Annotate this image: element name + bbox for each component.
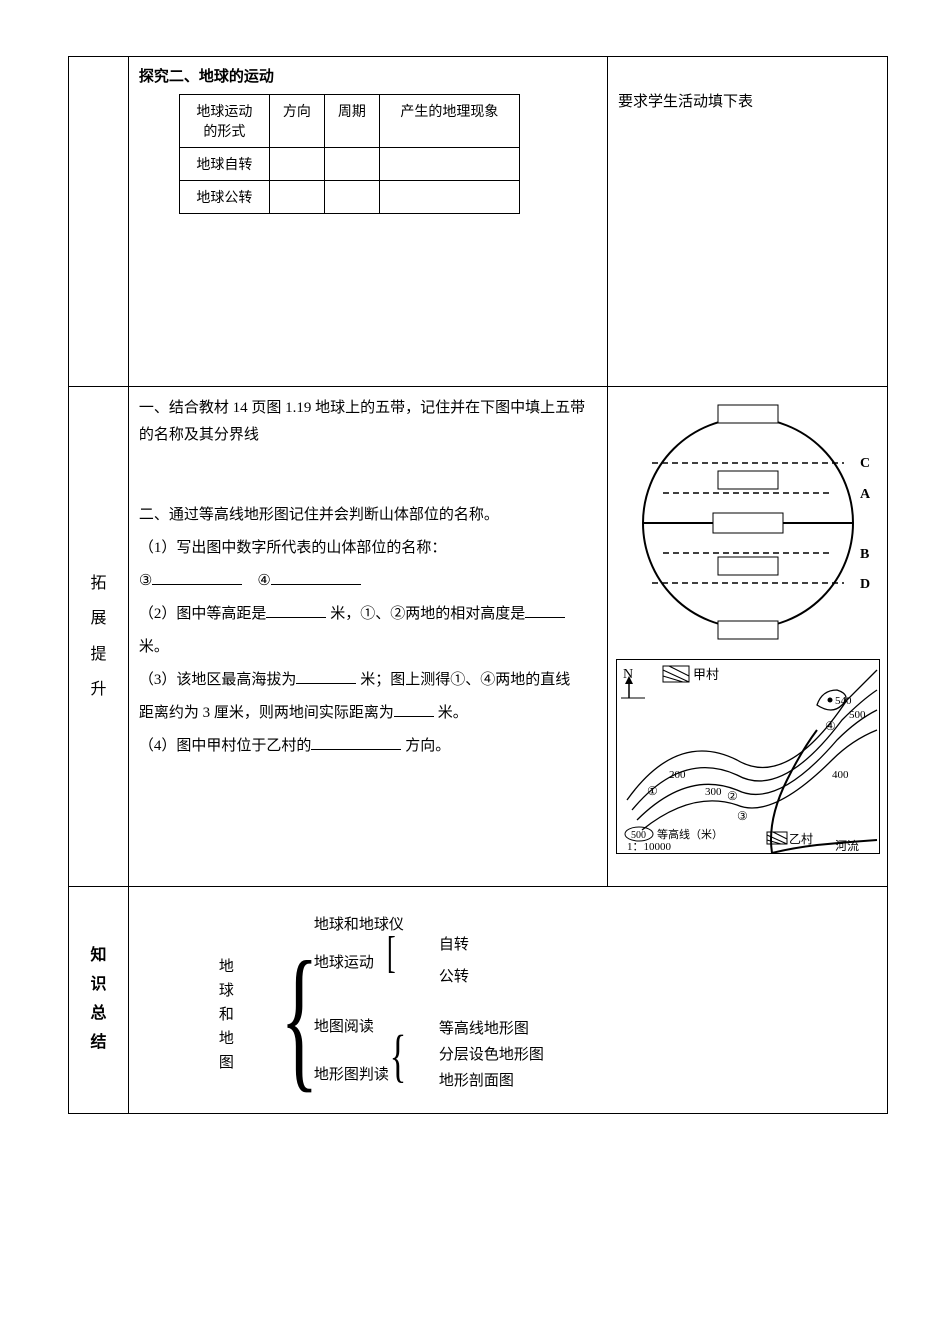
- row1-label-cell: [69, 57, 129, 387]
- svg-text:200: 200: [669, 769, 686, 781]
- svg-text:300: 300: [705, 786, 722, 798]
- row3-content-cell: 地 球 和 地 图 { 地球和地球仪 地球运动 地图阅读 地形图判读 [ 自转 …: [128, 887, 887, 1114]
- row3-label: 知 识 总 结: [79, 942, 118, 1057]
- row2-q1-blanks: ③ ④: [139, 565, 597, 598]
- r2c2[interactable]: [324, 181, 379, 214]
- river-label: 河流: [835, 839, 859, 853]
- blank-reldist[interactable]: [525, 602, 565, 618]
- yi-label: 乙村: [789, 832, 813, 846]
- svg-text:②: ②: [727, 789, 738, 803]
- worksheet-table: 探究二、地球的运动 地球运动的形式 方向 周期 产生的地理现象 地球自转 地球公…: [68, 56, 888, 1114]
- blank-realdist[interactable]: [394, 701, 434, 717]
- svg-text:④: ④: [825, 719, 836, 733]
- page: 探究二、地球的运动 地球运动的形式 方向 周期 产生的地理现象 地球自转 地球公…: [0, 0, 945, 1337]
- l1-2: 地图阅读: [314, 1015, 374, 1039]
- svg-text:500: 500: [849, 709, 866, 721]
- svg-text:③: ③: [737, 809, 748, 823]
- row2-q3b: 距离约为 3 厘米，则两地间实际距离为 米。: [139, 697, 597, 730]
- row2-content-cell: 一、结合教材 14 页图 1.19 地球上的五带，记住并在下图中填上五带的名称及…: [128, 387, 607, 887]
- row-summary: 知 识 总 结 地 球 和 地 图 { 地球和地球仪 地球运动 地图阅读 地形图…: [69, 887, 888, 1114]
- r2c3[interactable]: [379, 181, 519, 214]
- globe-d: D: [860, 577, 870, 592]
- l1-1: 地球运动: [314, 951, 374, 975]
- row2-q1: （1）写出图中数字所代表的山体部位的名称：: [139, 532, 597, 565]
- row2-p2: 二、通过等高线地形图记住并会判断山体部位的名称。: [139, 499, 597, 532]
- row2-q3: （3）该地区最高海拔为 米；图上测得①、④两地的直线: [139, 664, 597, 697]
- l2a-0: 自转: [439, 933, 469, 957]
- row2-diagrams-cell: C A B D N 甲村: [608, 387, 888, 887]
- blank-interval[interactable]: [266, 602, 326, 618]
- l1-3: 地形图判读: [314, 1063, 389, 1087]
- row-extend: 拓 展 提 升 一、结合教材 14 页图 1.19 地球上的五带，记住并在下图中…: [69, 387, 888, 887]
- l2a-1: 公转: [439, 965, 469, 989]
- svg-text:540: 540: [835, 695, 852, 707]
- r1c2[interactable]: [324, 148, 379, 181]
- svg-text:500: 500: [631, 830, 646, 841]
- row2-q4: （4）图中甲村位于乙村的 方向。: [139, 730, 597, 763]
- row2-label: 拓 展 提 升: [79, 566, 118, 707]
- blank-maxelev[interactable]: [296, 668, 356, 684]
- globe-svg: C A B D: [618, 393, 878, 653]
- blank-4[interactable]: [271, 569, 361, 585]
- r2c1[interactable]: [269, 181, 324, 214]
- globe-a: A: [860, 487, 871, 502]
- brace-main: {: [280, 937, 318, 1097]
- row2-label-cell: 拓 展 提 升: [69, 387, 129, 887]
- r2c0: 地球公转: [179, 181, 269, 214]
- contour-map: N 甲村 200 300 400: [616, 659, 880, 854]
- row3-label-cell: 知 识 总 结: [69, 887, 129, 1114]
- svg-text:400: 400: [832, 769, 849, 781]
- row1-note: 要求学生活动填下表: [618, 65, 877, 111]
- r1c0: 地球自转: [179, 148, 269, 181]
- hdr-phenom: 产生的地理现象: [379, 95, 519, 148]
- row2-p1: 一、结合教材 14 页图 1.19 地球上的五带，记住并在下图中填上五带的名称及…: [139, 395, 597, 449]
- brace-motion: [: [387, 931, 396, 975]
- row-explore: 探究二、地球的运动 地球运动的形式 方向 周期 产生的地理现象 地球自转 地球公…: [69, 57, 888, 387]
- blank-direction[interactable]: [311, 734, 401, 750]
- r1c1[interactable]: [269, 148, 324, 181]
- globe-c: C: [860, 456, 870, 471]
- jia-label: 甲村: [693, 667, 719, 682]
- row2-q2: （2）图中等高距是 米，①、②两地的相对高度是 米。: [139, 598, 597, 664]
- contour-svg: N 甲村 200 300 400: [617, 660, 879, 853]
- svg-text:①: ①: [647, 784, 658, 798]
- globe-b: B: [860, 547, 869, 562]
- earth-motion-table: 地球运动的形式 方向 周期 产生的地理现象 地球自转 地球公转: [179, 94, 520, 214]
- r1c3[interactable]: [379, 148, 519, 181]
- l2b-2: 地形剖面图: [439, 1069, 514, 1093]
- knowledge-tree: 地 球 和 地 图 { 地球和地球仪 地球运动 地图阅读 地形图判读 [ 自转 …: [139, 895, 877, 1105]
- brace-map: {: [389, 1027, 406, 1085]
- blank-3[interactable]: [152, 569, 242, 585]
- hdr-form: 地球运动的形式: [179, 95, 269, 148]
- row1-content-cell: 探究二、地球的运动 地球运动的形式 方向 周期 产生的地理现象 地球自转 地球公…: [128, 57, 607, 387]
- hdr-dir: 方向: [269, 95, 324, 148]
- row1-title: 探究二、地球的运动: [139, 65, 597, 86]
- tree-root: 地 球 和 地 图: [219, 955, 234, 1075]
- row1-note-cell: 要求学生活动填下表: [608, 57, 888, 387]
- globe-diagram: C A B D: [618, 393, 878, 653]
- l2b-0: 等高线地形图: [439, 1017, 529, 1041]
- hdr-period: 周期: [324, 95, 379, 148]
- scale-label: 1：10000: [627, 841, 671, 853]
- l2b-1: 分层设色地形图: [439, 1043, 544, 1067]
- legend-label: 等高线（米）: [657, 827, 723, 841]
